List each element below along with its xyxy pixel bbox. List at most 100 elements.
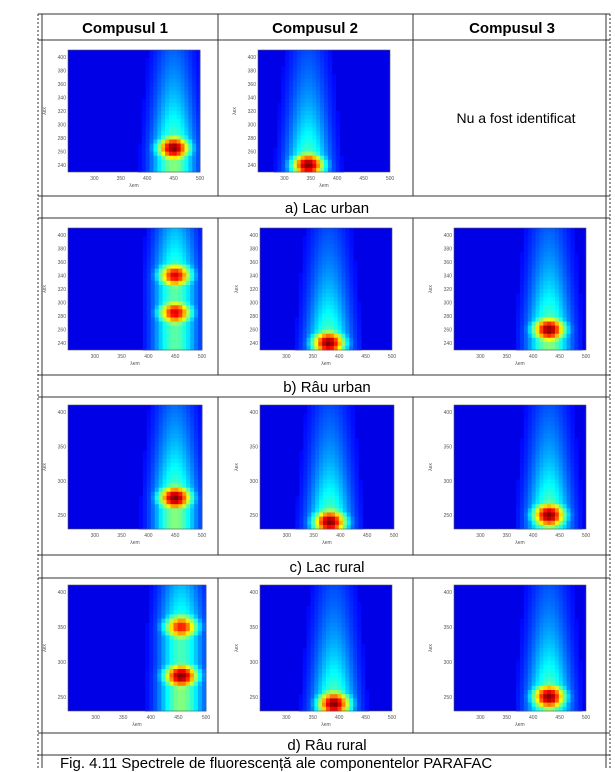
heatmap-cell	[315, 450, 319, 455]
heatmap-cell	[190, 644, 194, 649]
heatmap-cell	[178, 475, 182, 480]
heatmap-cell	[274, 148, 278, 152]
heatmap-cell	[334, 589, 338, 594]
heatmap-cell	[516, 334, 520, 338]
heatmap-cell	[178, 422, 182, 427]
heatmap-cell	[528, 648, 532, 653]
heatmap-cell	[520, 627, 524, 632]
heatmap-cell	[316, 91, 320, 95]
heatmap-cell	[334, 313, 338, 317]
heatmap-cell	[281, 99, 285, 103]
heatmap-cell	[303, 281, 307, 285]
heatmap-cell	[299, 277, 303, 281]
heatmap-cell	[326, 698, 330, 703]
heatmap-cell	[330, 610, 334, 615]
heatmap-cell	[157, 123, 161, 127]
heatmap-cell	[163, 409, 167, 414]
heatmap-cell	[182, 619, 186, 624]
heatmap-cell	[303, 265, 307, 269]
heatmap-cell	[330, 277, 334, 281]
heatmap-cell	[528, 488, 532, 493]
heatmap-cell	[157, 131, 161, 135]
heatmap-cell	[516, 484, 520, 489]
heatmap-cell	[285, 74, 289, 78]
heatmap-cell	[184, 131, 188, 135]
heatmap-cell	[326, 313, 330, 317]
heatmap-cell	[559, 656, 563, 661]
heatmap-cell	[186, 240, 190, 244]
heatmap-cell	[559, 508, 563, 513]
heatmap-cell	[314, 673, 318, 678]
heatmap-cell	[315, 492, 319, 497]
heatmap-cell	[336, 111, 340, 115]
heatmap-cell	[528, 500, 532, 505]
heatmap-cell	[305, 58, 309, 62]
heatmap-cell	[528, 236, 532, 240]
heatmap-cell	[338, 326, 342, 330]
heatmap-cell	[570, 322, 574, 326]
heatmap-cell	[335, 475, 339, 480]
heatmap-cell	[147, 450, 151, 455]
heatmap-cell	[155, 256, 159, 260]
heatmap-cell	[322, 614, 326, 619]
heatmap-cell	[150, 50, 154, 54]
heatmap-cell	[163, 446, 167, 451]
figure-caption: Fig. 4.11 Spectrele de fluorescență ale …	[60, 755, 600, 772]
heatmap-cell	[322, 301, 326, 305]
heatmap-cell	[555, 463, 559, 468]
heatmap-cell	[161, 656, 165, 661]
heatmap-cell	[143, 475, 147, 480]
x-tick-label: 400	[336, 533, 345, 539]
heatmap-cell	[570, 656, 574, 661]
heatmap-cell	[551, 475, 555, 480]
heatmap-cell	[190, 484, 194, 489]
heatmap-cell	[181, 123, 185, 127]
heatmap-cell	[570, 252, 574, 256]
heatmap-cell	[186, 602, 190, 607]
heatmap-cell	[167, 244, 171, 248]
heatmap-cell	[178, 417, 182, 422]
heatmap-cell	[149, 698, 153, 703]
heatmap-cell	[169, 115, 173, 119]
heatmap-cell	[161, 661, 165, 666]
y-tick-label: 320	[250, 287, 259, 293]
heatmap-cell	[163, 496, 167, 501]
heatmap-cell	[182, 305, 186, 309]
heatmap-cell	[547, 602, 551, 607]
heatmap-cell	[285, 83, 289, 87]
heatmap-cell	[147, 471, 151, 476]
heatmap-cell	[297, 135, 301, 139]
heatmap-cell	[567, 413, 571, 418]
heatmap-cell	[174, 450, 178, 455]
heatmap-cell	[331, 492, 335, 497]
heatmap-cell	[161, 74, 165, 78]
heatmap-cell	[170, 496, 174, 501]
heatmap-cell	[331, 475, 335, 480]
heatmap-cell	[153, 58, 157, 62]
heatmap-cell	[157, 111, 161, 115]
heatmap-cell	[330, 289, 334, 293]
heatmap-cell	[169, 156, 173, 160]
heatmap-cell	[170, 417, 174, 422]
heatmap-cell	[349, 285, 353, 289]
heatmap-cell	[146, 103, 150, 107]
heatmap-cell	[293, 74, 297, 78]
heatmap-cell	[547, 606, 551, 611]
heatmap-cell	[334, 305, 338, 309]
heatmap-cell	[323, 508, 327, 513]
heatmap-cell	[307, 232, 311, 236]
heatmap-cell	[559, 492, 563, 497]
heatmap-cell	[532, 413, 536, 418]
heatmap-cell	[301, 50, 305, 54]
heatmap-cell	[528, 281, 532, 285]
heatmap-cell	[551, 446, 555, 451]
heatmap-cell	[186, 309, 190, 313]
heatmap-cell	[308, 83, 312, 87]
heatmap-cell	[178, 640, 182, 645]
heatmap-cell	[307, 606, 311, 611]
heatmap-cell	[567, 623, 571, 628]
y-tick-label: 380	[58, 68, 67, 74]
heatmap-cell	[153, 682, 157, 687]
heatmap-cell	[153, 648, 157, 653]
heatmap-cell	[174, 313, 178, 317]
